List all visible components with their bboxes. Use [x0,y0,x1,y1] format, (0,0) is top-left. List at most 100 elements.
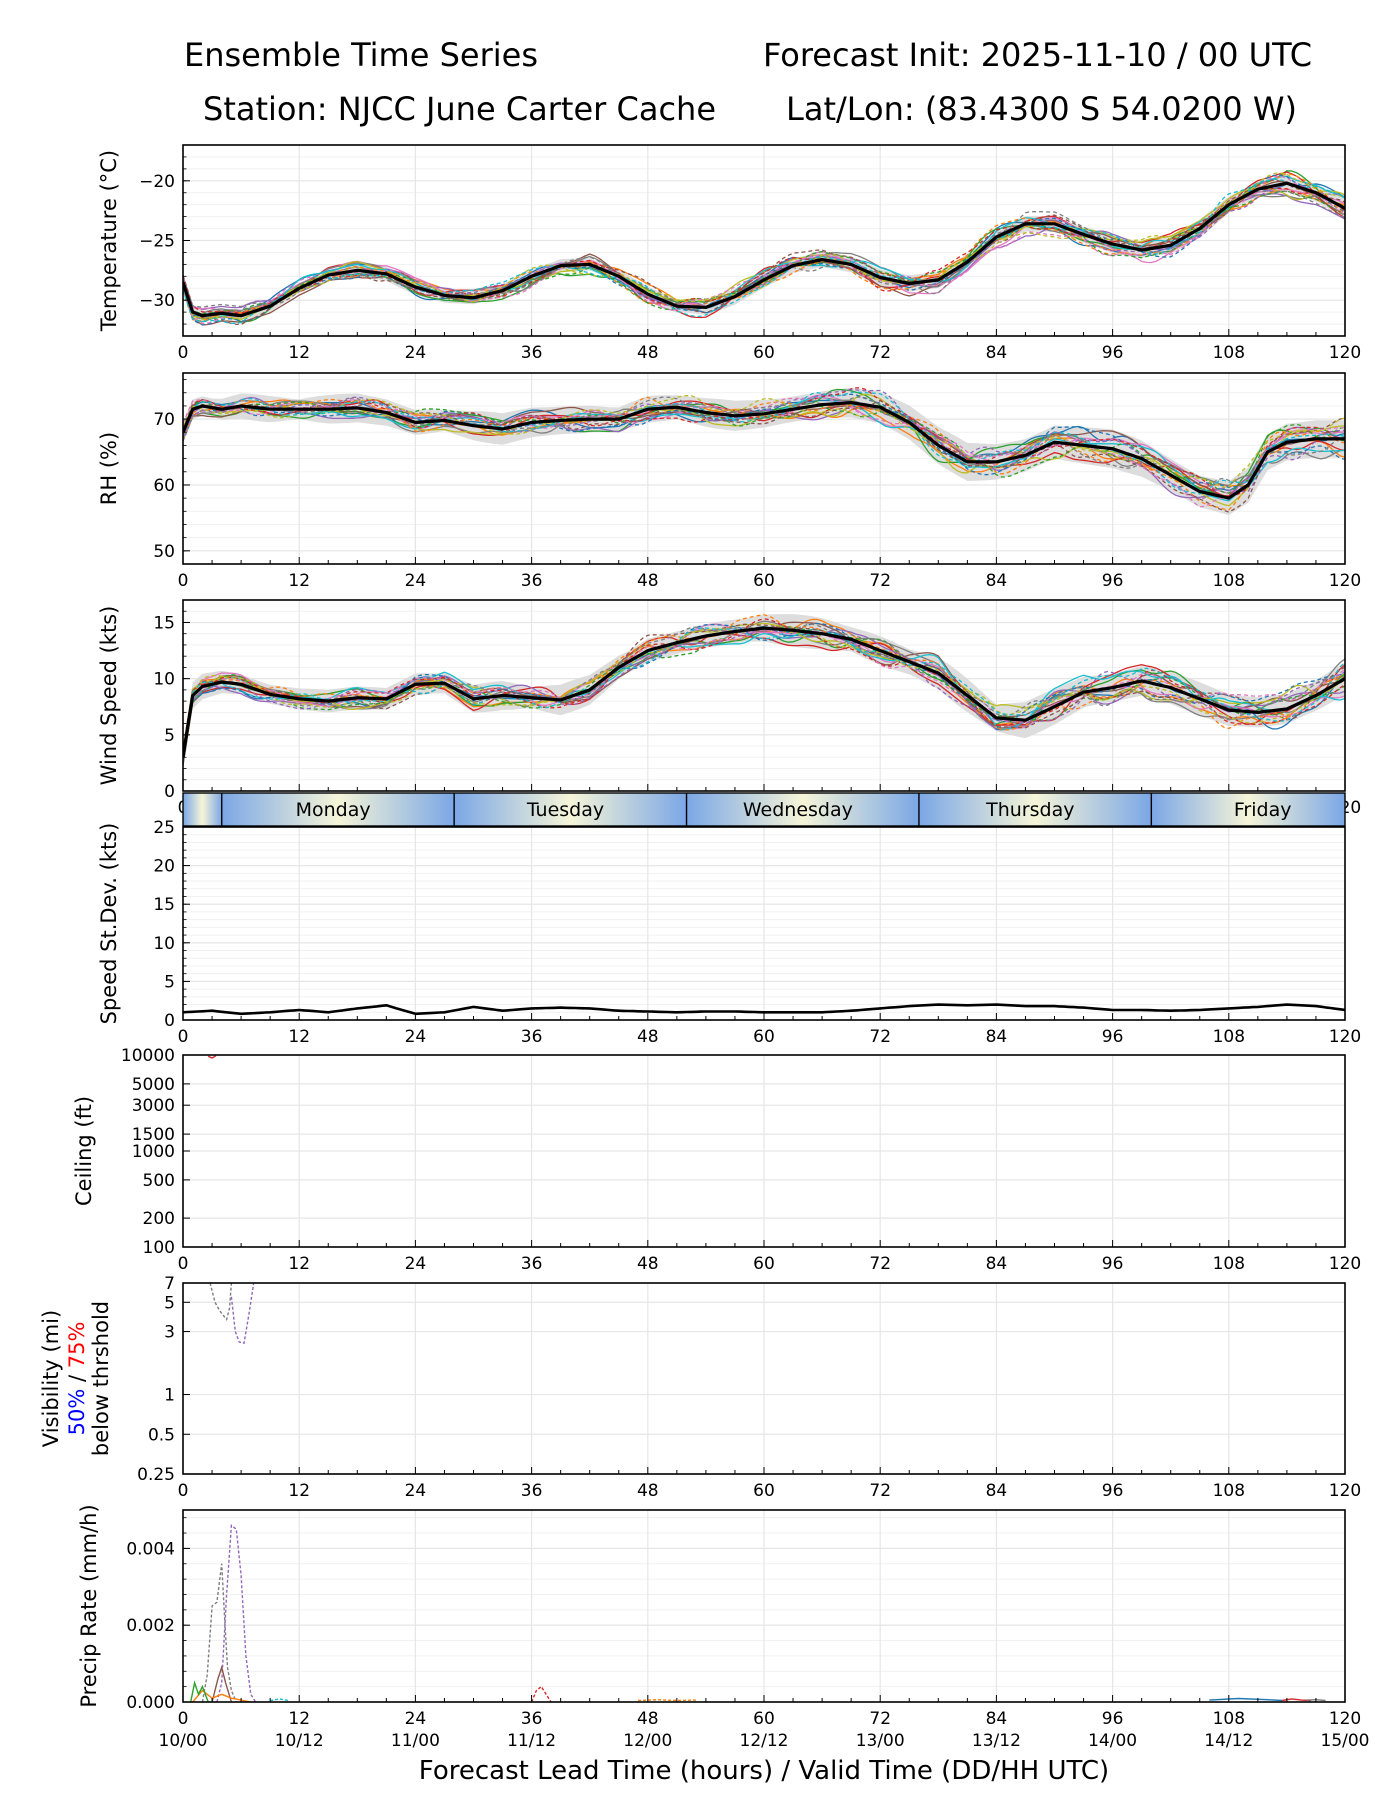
x-tick-label-valid-time: 15/00 [1321,1731,1370,1751]
panel-rh: 0 12 24 36 48 60 72 84 96 108 120 50 60 70 RH (%) [97,372,1361,591]
y-tick-label: 200 [143,1209,175,1229]
speed_stdev-y-axis: 0 5 10 15 20 25 Speed St.Dev. (kts) [97,818,190,1031]
y-tick-label: 0.5 [148,1425,175,1445]
x-tick-label: 84 [986,571,1008,591]
x-tick-label: 48 [637,1027,659,1047]
wind_speed-member-line [183,614,1345,760]
x-tick-label: 108 [1213,343,1245,363]
x-tick-label: 84 [986,1709,1008,1729]
y-tick-label: 50 [153,542,175,562]
panel-temperature: 0 12 24 36 48 60 72 84 96 108 120 −30 −25 −20 Temperat… [97,144,1361,363]
day-band-segment [183,793,222,826]
y-tick-label: 10 [153,670,175,690]
x-tick-label: 0 [178,1481,189,1501]
y-tick-label: 5000 [132,1075,175,1095]
x-tick-label: 120 [1329,1027,1361,1047]
x-tick-label: 72 [869,1709,891,1729]
temperature-x-axis: 0 12 24 36 48 60 72 84 96 108 120 [178,329,1361,363]
speed_stdev-mean-line [183,1003,1345,1016]
y-axis-label: Precip Rate (mm/h) [77,1504,101,1707]
x-tick-label: 60 [753,571,775,591]
x-tick-label: 36 [521,571,543,591]
x-tick-label-valid-time: 10/12 [275,1731,324,1751]
x-tick-label: 48 [637,1709,659,1729]
y-tick-label: 1 [164,1386,175,1406]
x-axis-label: Forecast Lead Time (hours) / Valid Time … [419,1756,1109,1786]
day-band-segment [1151,793,1345,826]
x-tick-label: 72 [869,1027,891,1047]
y-tick-label: 25 [153,818,175,838]
speed_stdev-plot [183,1003,1345,1016]
ceiling-x-axis: 0 12 24 36 48 60 72 84 96 108 120 [178,1240,1361,1274]
x-tick-label-valid-time: 13/00 [856,1731,905,1751]
legend-50pct: 50% [65,1389,89,1436]
x-tick-label: 96 [1102,1481,1124,1501]
y-tick-label: 70 [153,410,175,430]
x-tick-label: 36 [521,1027,543,1047]
y-tick-label: 10 [153,934,175,954]
x-tick-label: 108 [1213,1027,1245,1047]
y-axis-label: RH (%) [97,432,121,505]
y-axis-label: Visibility (mi) [39,1310,63,1447]
y-tick-label: −30 [139,291,175,311]
y-tick-label: 0.000 [126,1693,175,1713]
title-left: Ensemble Time Series [184,36,538,74]
precip_rate-member-line [201,1563,237,1702]
x-tick-label: 24 [405,1709,427,1729]
panel-speed_stdev: 0 12 24 36 48 60 72 84 96 108 120 0 5 10 15 20 25 Speed S… [97,818,1361,1047]
x-tick-label-valid-time: 10/00 [159,1731,208,1751]
x-tick-label: 48 [637,1481,659,1501]
speed_stdev-x-axis: 0 12 24 36 48 60 72 84 96 108 120 [178,1013,1361,1047]
temperature-plot [183,170,1345,326]
visibility-grid [182,1282,1346,1475]
y-axis-label: Speed St.Dev. (kts) [97,823,121,1025]
visibility-y-axis: 0.25 0.5 1 3 57 Visibility (mi) 50% / 75% below… [39,1274,190,1485]
precip_rate-member-line [192,1689,251,1702]
x-tick-label: 0 [178,1709,189,1729]
station-name: Station: NJCC June Carter Cache [203,90,716,128]
precip_rate-x-axis: 0 12 24 36 48 60 72 84 96 108 120 10/00 10/12 11/00 11… [159,1695,1370,1786]
x-tick-label-valid-time: 12/12 [740,1731,789,1751]
x-tick-label-valid-time: 11/00 [391,1731,440,1751]
y-tick-label: 1000 [132,1142,175,1162]
ceiling-member-line [207,1055,217,1059]
rh-x-axis: 0 12 24 36 48 60 72 84 96 108 120 [178,557,1361,591]
x-tick-label: 120 [1329,1481,1361,1501]
precip_rate-member-line [190,1680,209,1702]
x-tick-label: 60 [753,1254,775,1274]
day-label-thursday: Thursday [985,799,1074,821]
x-tick-label: 0 [178,571,189,591]
x-tick-label: 12 [288,571,310,591]
x-tick-label: 12 [288,343,310,363]
x-tick-label: 96 [1102,571,1124,591]
x-tick-label: 72 [869,1254,891,1274]
x-tick-label: 96 [1102,1709,1124,1729]
x-tick-label: 84 [986,1254,1008,1274]
day-label-monday: Monday [296,799,371,821]
rh-spread-band [183,387,1345,515]
x-tick-label: 72 [869,571,891,591]
x-tick-label: 36 [521,1709,543,1729]
x-tick-label-valid-time: 11/12 [507,1731,556,1751]
wind_speed-spread-band [183,614,1345,771]
temperature-member-line [183,178,1345,324]
precip_rate-grid [182,1510,1346,1703]
panel-ceiling: 0 12 24 36 48 60 72 84 96 108 120 100 200 500 10001500… [72,1046,1361,1274]
x-tick-label: 120 [1329,1709,1361,1729]
wind_speed-mean-line [183,626,1345,758]
x-tick-label: 60 [753,1027,775,1047]
x-tick-label: 84 [986,1027,1008,1047]
y-axis-label-line3: below thrshold [89,1301,113,1456]
day-band-segment [221,793,455,826]
x-tick-label-valid-time: 14/00 [1088,1731,1137,1751]
wind_speed-member-line [183,620,1345,759]
legend-sep: / [65,1368,89,1388]
x-tick-label: 96 [1102,1027,1124,1047]
x-tick-label: 12 [288,1027,310,1047]
x-tick-label: 24 [405,571,427,591]
x-tick-label: 108 [1213,571,1245,591]
y-axis-label: Ceiling (ft) [72,1096,96,1206]
precip_rate-member-line [211,1664,233,1702]
wind_speed-member-line [183,632,1345,765]
